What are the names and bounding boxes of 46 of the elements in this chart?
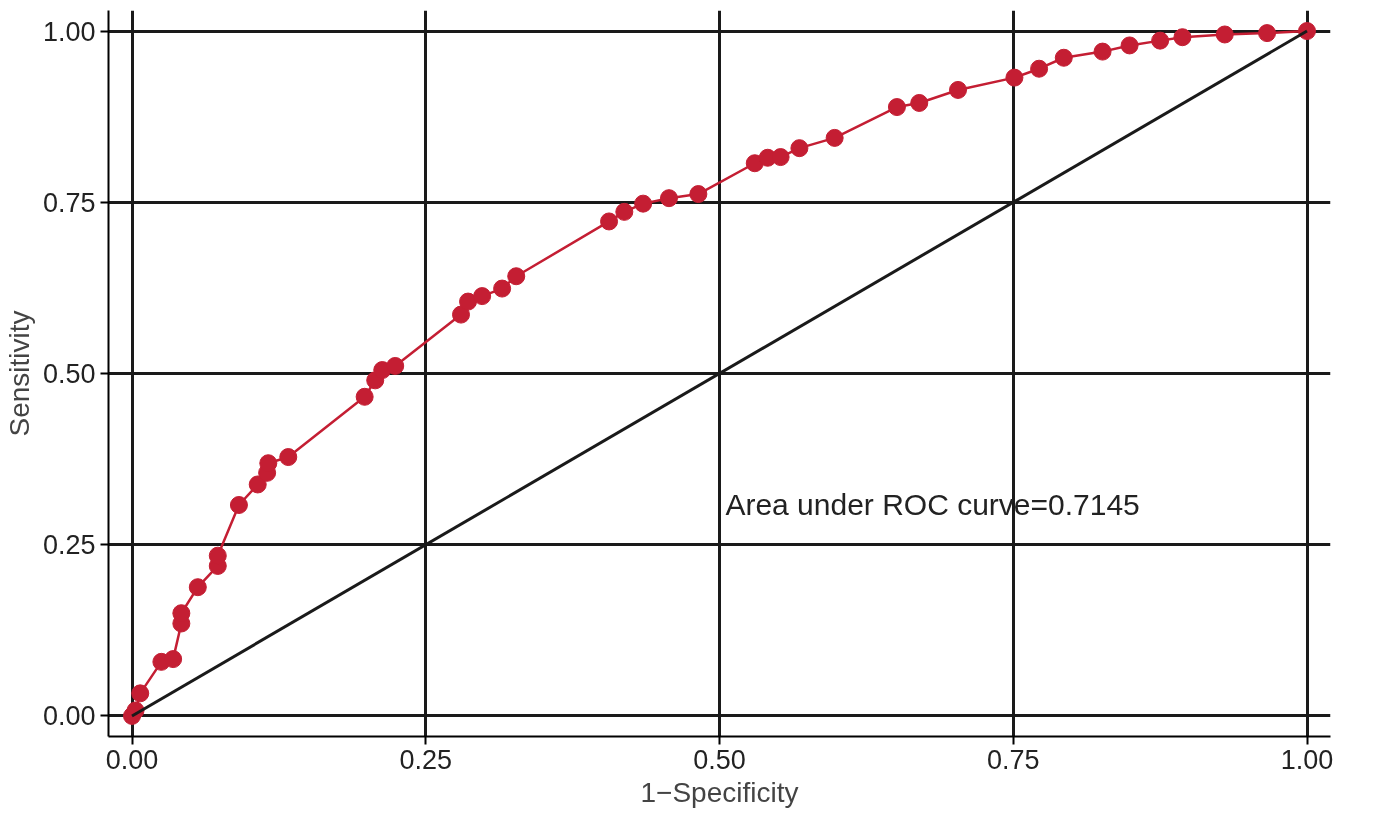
point	[1120, 36, 1139, 55]
point	[1093, 42, 1112, 61]
x-tick-label: 0.25	[399, 744, 453, 775]
point	[689, 185, 708, 204]
point	[1005, 68, 1024, 87]
point	[659, 189, 678, 208]
point	[164, 650, 183, 669]
point	[615, 202, 634, 221]
point	[771, 148, 790, 167]
point	[131, 684, 150, 703]
y-tick-label: 0.00	[42, 701, 96, 732]
point	[1151, 31, 1170, 50]
y-tick-label: 1.00	[42, 16, 96, 47]
point	[949, 80, 968, 99]
point	[887, 98, 906, 117]
x-tick-label: 0.50	[693, 744, 746, 775]
point	[452, 305, 470, 324]
y-tick-label: 0.50	[42, 359, 96, 389]
y-tick-label: 0.25	[42, 530, 96, 561]
point	[790, 139, 809, 158]
point	[493, 279, 512, 298]
point	[459, 292, 478, 311]
point	[1215, 25, 1234, 44]
point	[1173, 28, 1192, 47]
point	[600, 212, 619, 231]
point	[745, 154, 764, 173]
point	[825, 128, 844, 147]
point	[507, 267, 526, 286]
x-tick-label: 0.75	[986, 744, 1040, 775]
point	[1030, 59, 1049, 78]
x-tick-label: 0.00	[105, 744, 159, 775]
point	[279, 448, 298, 467]
point	[1054, 48, 1073, 67]
x-axis-title: 1−Specificity	[640, 776, 799, 808]
x-tick-label: 1.00	[1280, 744, 1334, 775]
point	[248, 475, 267, 494]
point	[473, 287, 492, 306]
point	[188, 578, 207, 597]
point	[1258, 24, 1277, 43]
y-tick-label: 0.75	[42, 187, 96, 218]
point	[229, 496, 248, 514]
point	[910, 93, 929, 112]
point	[634, 194, 653, 213]
point	[355, 387, 374, 406]
point	[386, 356, 405, 375]
y-axis-title: Sensitivity	[3, 310, 35, 437]
